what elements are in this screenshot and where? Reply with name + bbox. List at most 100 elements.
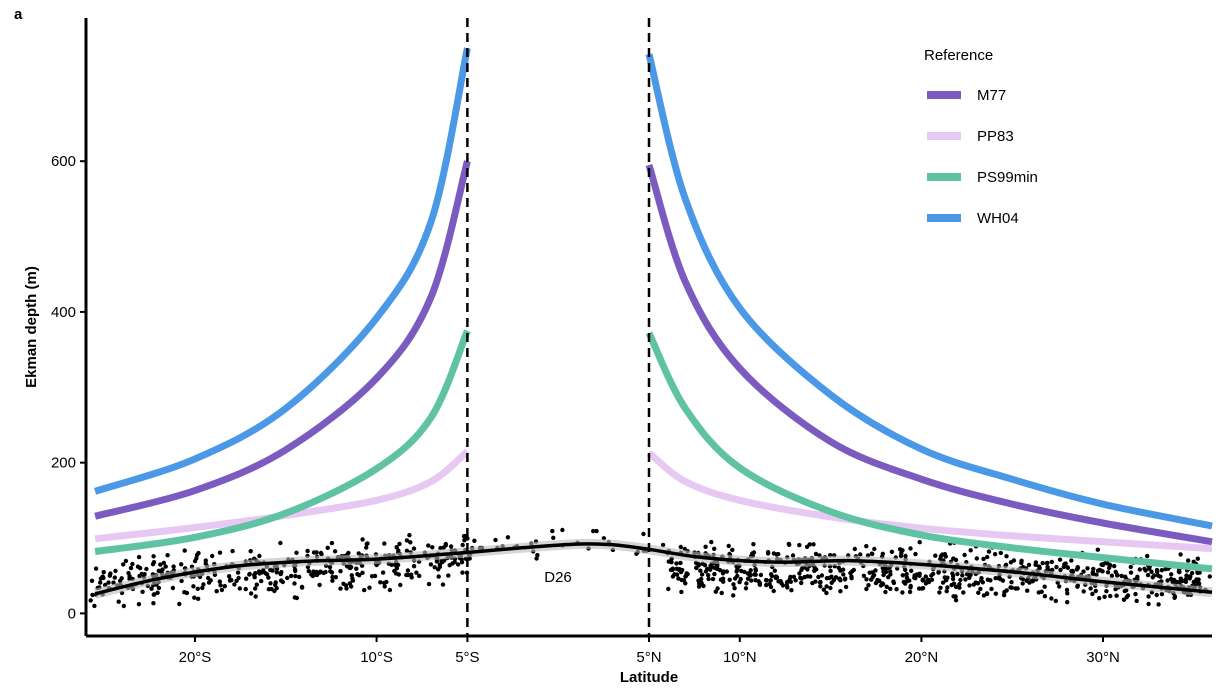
scatter-point <box>869 577 874 582</box>
series-ps99min-north-line <box>645 331 1213 573</box>
scatter-point <box>784 580 790 585</box>
legend-label-ps99min: PS99min <box>977 169 1038 186</box>
series-wh04-south-line <box>94 47 471 495</box>
scatter-point <box>155 590 160 595</box>
scatter-point <box>272 588 277 594</box>
scatter-point <box>1054 564 1059 570</box>
scatter-point <box>793 578 798 583</box>
scatter-point <box>962 552 967 558</box>
scatter-point <box>101 575 106 581</box>
scatter-point <box>888 586 893 591</box>
scatter-point <box>268 567 273 573</box>
scatter-point <box>738 576 743 582</box>
scatter-point <box>411 564 417 569</box>
scatter-point <box>858 552 863 557</box>
scatter-point <box>1081 569 1086 574</box>
scatter-point <box>677 567 682 572</box>
scatter-point <box>955 571 960 577</box>
scatter-point <box>842 577 848 582</box>
scatter-point <box>455 562 461 567</box>
scatter-point <box>112 575 118 580</box>
scatter-point <box>679 577 684 583</box>
scatter-point <box>813 579 818 584</box>
scatter-point <box>330 578 335 583</box>
scatter-point <box>325 545 330 550</box>
x-ticks: 20°S 10°S 5°S 5°N 10°N 20°N 30°N <box>179 636 1120 666</box>
scatter-point <box>237 586 242 591</box>
scatter-point <box>1011 558 1017 563</box>
scatter-point <box>106 580 111 585</box>
scatter-point <box>1154 592 1159 598</box>
scatter-point <box>679 589 684 595</box>
scatter-point <box>1065 591 1070 596</box>
series-m77-south-line <box>94 160 471 520</box>
reference-lines <box>94 47 1213 573</box>
scatter-point <box>137 565 143 571</box>
scatter-point <box>364 541 369 547</box>
scatter-point <box>804 544 810 549</box>
scatter-point <box>886 575 891 580</box>
scatter-point <box>119 576 124 581</box>
scatter-point <box>957 585 962 590</box>
scatter-point <box>1191 579 1197 585</box>
scatter-point <box>158 562 163 567</box>
series-pp83-south-line <box>94 448 470 543</box>
scatter-point <box>950 571 955 576</box>
scatter-point <box>182 548 187 553</box>
scatter-point <box>891 580 897 586</box>
scatter-point <box>917 586 922 591</box>
scatter-point <box>1026 562 1032 568</box>
scatter-point <box>311 550 317 555</box>
scatter-point <box>900 573 905 578</box>
scatter-point <box>266 587 271 592</box>
scatter-point <box>772 568 777 573</box>
scatter-point <box>913 551 918 557</box>
scatter-point <box>843 584 849 590</box>
scatter-point <box>744 581 749 586</box>
scatter-point <box>591 528 596 534</box>
scatter-point <box>380 570 386 575</box>
scatter-point <box>726 543 731 549</box>
scatter-point <box>730 547 735 553</box>
series-ps99min-south-line <box>94 329 471 556</box>
scatter-point <box>1037 564 1042 569</box>
scatter-point <box>356 551 361 556</box>
scatter-point <box>144 566 149 572</box>
scatter-point <box>440 582 446 587</box>
scatter-point <box>550 528 555 534</box>
scatter-point <box>752 572 757 577</box>
scatter-point <box>411 546 417 551</box>
scatter-point <box>1020 581 1025 586</box>
scatter-point <box>285 575 290 581</box>
scatter-point <box>838 589 843 594</box>
scatter-point <box>472 538 477 543</box>
scatter-point <box>392 568 397 574</box>
scatter-point <box>330 574 335 580</box>
scatter-point <box>751 542 756 547</box>
scatter-point <box>369 574 375 579</box>
scatter-point <box>293 568 298 574</box>
scatter-point <box>278 540 283 546</box>
scatter-point <box>191 584 196 589</box>
fit-line-d26 <box>94 542 1213 596</box>
scatter-point <box>699 580 704 585</box>
scatter-point <box>279 570 284 575</box>
scatter-point <box>719 590 724 596</box>
scatter-point <box>1102 594 1107 599</box>
scatter-point <box>1169 572 1174 577</box>
y-ticks: 0 200 400 600 <box>51 153 86 622</box>
scatter-point <box>791 574 797 579</box>
scatter-point <box>98 580 103 585</box>
scatter-point <box>712 565 717 570</box>
scatter-point <box>920 585 926 591</box>
scatter-point <box>929 573 934 578</box>
scatter-point <box>1042 584 1047 589</box>
scatter-point <box>280 579 285 585</box>
scatter-point <box>1121 597 1127 602</box>
scatter-point <box>1112 563 1117 569</box>
scatter-point <box>944 589 949 594</box>
scatter-point <box>669 560 674 565</box>
scatter-point <box>968 548 973 553</box>
scatter-point <box>151 560 157 565</box>
x-axis-label: Latitude <box>620 669 678 686</box>
